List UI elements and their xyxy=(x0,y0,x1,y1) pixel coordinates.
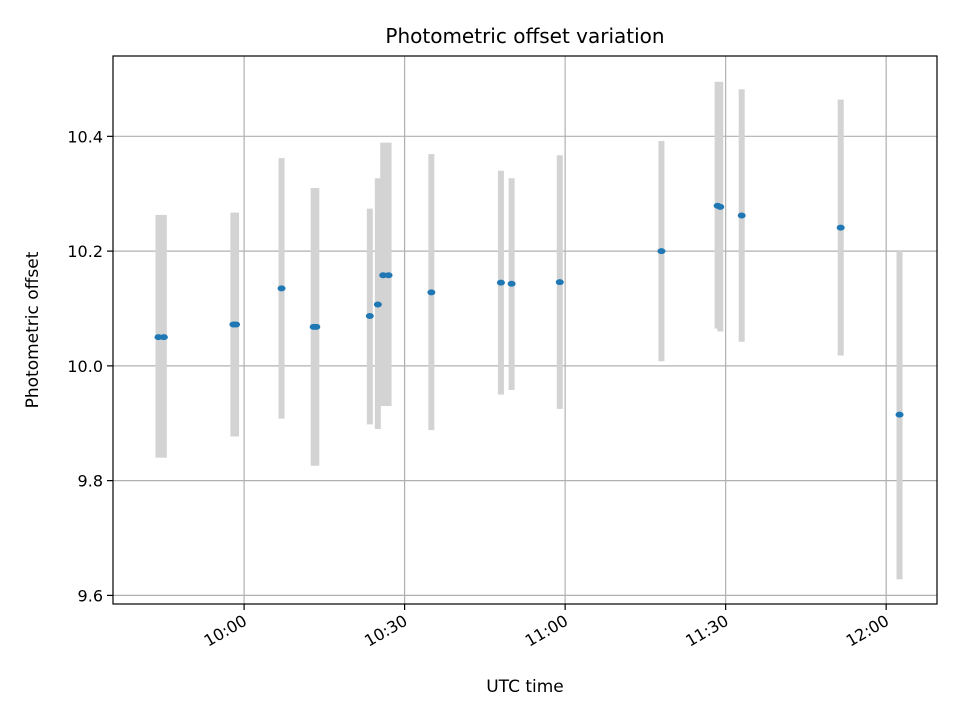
y-tick-label: 10.2 xyxy=(67,242,103,261)
chart-title: Photometric offset variation xyxy=(385,24,664,48)
data-point xyxy=(657,248,666,255)
y-tick-label: 10.4 xyxy=(67,127,103,146)
data-point xyxy=(716,203,725,210)
data-point xyxy=(312,323,321,330)
data-point xyxy=(384,272,393,279)
x-axis-label: UTC time xyxy=(486,677,564,697)
data-point xyxy=(277,285,286,292)
data-point xyxy=(159,334,168,341)
data-points xyxy=(154,202,904,418)
data-point xyxy=(895,411,904,418)
data-point xyxy=(496,279,505,286)
data-point xyxy=(555,279,564,286)
y-axis-ticks: 9.6 9.8 10.0 10.2 10.4 xyxy=(67,127,113,605)
y-tick-label: 9.6 xyxy=(78,586,103,605)
plot-frame xyxy=(112,55,938,605)
data-point xyxy=(232,321,241,328)
y-tick-label: 9.8 xyxy=(78,472,103,491)
grid xyxy=(113,56,937,604)
data-point xyxy=(427,289,436,296)
data-point xyxy=(737,212,746,219)
data-point xyxy=(507,280,516,287)
data-point xyxy=(365,312,374,319)
y-tick-label: 10.0 xyxy=(67,357,103,376)
y-axis-label: Photometric offset xyxy=(23,251,43,408)
data-point xyxy=(836,224,845,231)
data-point xyxy=(373,301,382,308)
